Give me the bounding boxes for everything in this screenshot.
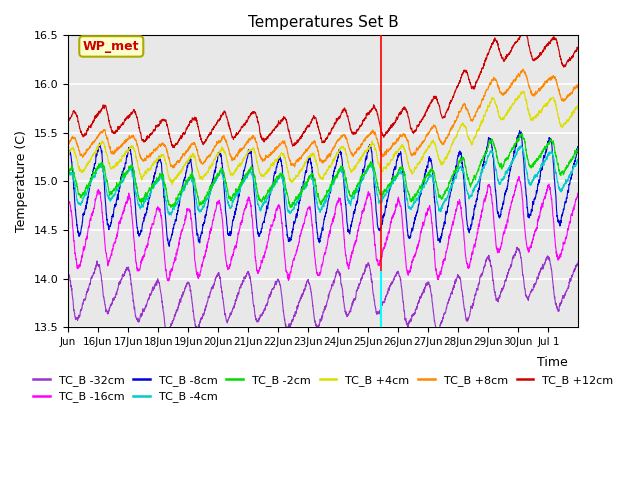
TC_B -16cm — [282, 268, 290, 274]
TC_B -32cm — [509, 253, 517, 259]
TC_B -4cm — [64, 167, 72, 172]
TC_B -16cm — [515, 174, 523, 180]
TC_B +8cm — [282, 144, 290, 150]
TC_B -16cm — [575, 190, 582, 196]
Line: TC_B -8cm: TC_B -8cm — [68, 131, 579, 246]
Line: TC_B -32cm: TC_B -32cm — [68, 247, 579, 333]
TC_B -4cm — [517, 143, 525, 148]
TC_B -32cm — [164, 330, 172, 336]
Text: WP_met: WP_met — [83, 40, 140, 53]
TC_B -2cm — [518, 131, 526, 137]
TC_B +4cm — [122, 149, 130, 155]
TC_B +4cm — [64, 150, 72, 156]
TC_B +8cm — [169, 165, 177, 171]
TC_B -32cm — [513, 244, 521, 250]
TC_B +8cm — [519, 66, 527, 72]
TC_B +4cm — [509, 101, 517, 107]
TC_B -32cm — [575, 258, 582, 264]
TC_B +12cm — [565, 57, 573, 63]
Line: TC_B +12cm: TC_B +12cm — [68, 30, 579, 148]
TC_B +4cm — [519, 88, 527, 94]
TC_B -2cm — [575, 146, 582, 152]
TC_B -32cm — [122, 268, 130, 274]
TC_B -16cm — [565, 224, 573, 229]
TC_B -32cm — [565, 285, 573, 290]
TC_B +12cm — [282, 117, 290, 123]
TC_B +12cm — [520, 27, 528, 33]
TC_B -4cm — [167, 212, 175, 218]
TC_B -16cm — [153, 205, 161, 211]
TC_B -2cm — [509, 144, 517, 149]
TC_B -2cm — [122, 168, 130, 174]
TC_B -2cm — [260, 193, 268, 199]
TC_B -32cm — [260, 308, 268, 313]
TC_B +8cm — [509, 79, 517, 85]
TC_B -8cm — [260, 219, 268, 225]
TC_B +4cm — [168, 182, 176, 188]
Legend: TC_B -32cm, TC_B -16cm, TC_B -8cm, TC_B -4cm, TC_B -2cm, TC_B +4cm, TC_B +8cm, T: TC_B -32cm, TC_B -16cm, TC_B -8cm, TC_B … — [29, 371, 618, 407]
TC_B -8cm — [153, 165, 161, 170]
TC_B +12cm — [575, 46, 582, 51]
TC_B +8cm — [565, 93, 573, 99]
TC_B +4cm — [575, 103, 582, 109]
TC_B +12cm — [170, 145, 178, 151]
TC_B +4cm — [260, 173, 268, 179]
TC_B +12cm — [64, 121, 72, 127]
TC_B -8cm — [509, 154, 517, 160]
TC_B +8cm — [153, 146, 161, 152]
TC_B +8cm — [260, 157, 268, 163]
TC_B -16cm — [509, 193, 517, 199]
TC_B -8cm — [516, 128, 524, 133]
TC_B -2cm — [287, 205, 295, 211]
Y-axis label: Temperature (C): Temperature (C) — [15, 130, 28, 232]
Line: TC_B -2cm: TC_B -2cm — [68, 134, 579, 208]
TC_B -4cm — [122, 171, 130, 177]
TC_B -16cm — [122, 200, 130, 206]
Line: TC_B -4cm: TC_B -4cm — [68, 145, 579, 215]
TC_B +12cm — [509, 43, 517, 48]
Line: TC_B +4cm: TC_B +4cm — [68, 91, 579, 185]
TC_B -4cm — [260, 201, 268, 206]
Title: Temperatures Set B: Temperatures Set B — [248, 15, 399, 30]
TC_B -32cm — [64, 274, 72, 279]
TC_B -8cm — [64, 152, 72, 157]
Text: Time: Time — [538, 356, 568, 369]
TC_B +8cm — [122, 138, 130, 144]
TC_B -16cm — [64, 199, 72, 204]
TC_B -8cm — [165, 243, 173, 249]
TC_B +12cm — [153, 124, 161, 130]
TC_B -32cm — [153, 280, 161, 286]
TC_B -2cm — [64, 168, 72, 174]
TC_B -2cm — [282, 187, 290, 193]
TC_B -32cm — [282, 324, 290, 329]
TC_B -4cm — [509, 157, 517, 163]
Line: TC_B +8cm: TC_B +8cm — [68, 69, 579, 168]
TC_B -16cm — [260, 254, 268, 260]
TC_B +4cm — [565, 117, 573, 122]
Line: TC_B -16cm: TC_B -16cm — [68, 177, 579, 281]
TC_B +8cm — [575, 83, 582, 88]
TC_B -8cm — [565, 185, 573, 191]
TC_B -8cm — [282, 219, 290, 225]
TC_B -4cm — [565, 175, 573, 181]
TC_B -4cm — [575, 158, 582, 164]
TC_B -2cm — [153, 175, 161, 180]
TC_B -8cm — [122, 156, 130, 162]
TC_B -4cm — [282, 197, 290, 203]
TC_B +4cm — [153, 156, 161, 161]
TC_B +4cm — [282, 160, 290, 166]
TC_B -4cm — [153, 180, 161, 186]
TC_B +8cm — [64, 144, 72, 150]
TC_B -16cm — [165, 278, 173, 284]
TC_B -8cm — [575, 144, 582, 150]
TC_B +12cm — [260, 139, 268, 145]
TC_B -2cm — [565, 161, 573, 167]
TC_B +12cm — [122, 115, 130, 120]
